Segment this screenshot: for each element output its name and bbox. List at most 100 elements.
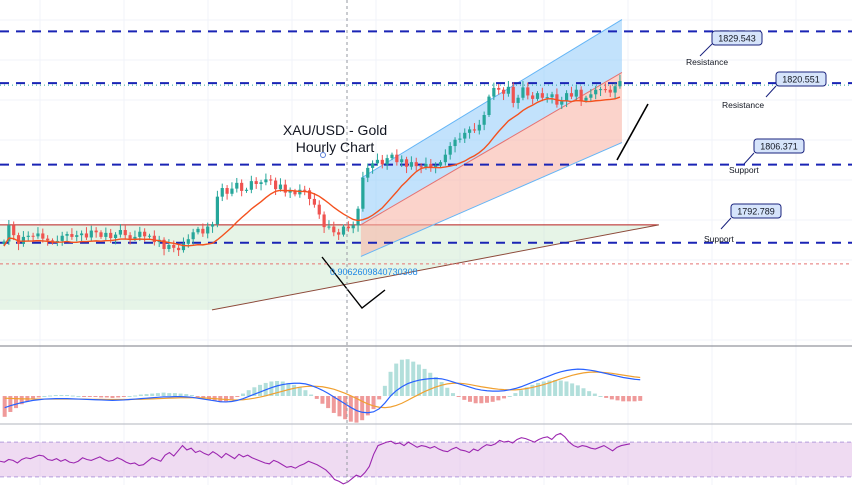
candle-body bbox=[535, 93, 540, 99]
candle-body bbox=[434, 165, 438, 168]
macd-histogram-bar bbox=[138, 394, 143, 396]
candle-body bbox=[385, 158, 389, 165]
candle-body bbox=[443, 154, 447, 163]
candle-body bbox=[89, 230, 93, 238]
macd-histogram-bar bbox=[348, 396, 353, 422]
macd-histogram-bar bbox=[371, 396, 376, 410]
macd-histogram-bar bbox=[223, 396, 228, 402]
macd-histogram-bar bbox=[326, 396, 331, 409]
macd-histogram-bar bbox=[297, 387, 302, 396]
candle-body bbox=[332, 226, 336, 233]
candle-body bbox=[65, 234, 69, 236]
candle-body bbox=[579, 89, 583, 101]
price-label-text: 1829.543 bbox=[718, 34, 756, 44]
macd-histogram-bar bbox=[604, 396, 609, 398]
price-label-text: 1806.371 bbox=[760, 142, 798, 152]
macd-histogram-bar bbox=[2, 396, 7, 417]
macd-histogram-bar bbox=[536, 382, 541, 396]
macd-histogram-bar bbox=[31, 396, 36, 399]
macd-histogram-bar bbox=[201, 396, 206, 399]
candle-body bbox=[560, 101, 564, 105]
candle-body bbox=[288, 190, 292, 193]
candle-body bbox=[400, 159, 404, 163]
candle-body bbox=[468, 129, 472, 133]
candle-body bbox=[254, 181, 258, 184]
macd-histogram-bar bbox=[570, 383, 575, 396]
candle-body bbox=[351, 225, 355, 229]
candle-body bbox=[283, 184, 287, 193]
macd-histogram-bar bbox=[598, 396, 603, 397]
candle-body bbox=[526, 87, 530, 96]
candle-body bbox=[133, 236, 137, 239]
macd-histogram-bar bbox=[428, 372, 433, 396]
candle-body bbox=[60, 235, 64, 241]
channel-upper-line bbox=[360, 19, 623, 179]
candle-body bbox=[458, 138, 462, 140]
macd-histogram-bar bbox=[269, 381, 274, 396]
macd-histogram-bar bbox=[354, 396, 359, 423]
candle-body bbox=[259, 182, 263, 184]
candle-body bbox=[448, 146, 452, 155]
candle-body bbox=[113, 234, 118, 239]
macd-histogram-bar bbox=[394, 363, 399, 396]
channel-lower-band bbox=[360, 72, 622, 257]
macd-histogram-bar bbox=[42, 396, 47, 397]
price-label-pointer bbox=[743, 152, 755, 165]
candle-body bbox=[429, 163, 433, 168]
macd-histogram-bar bbox=[82, 396, 87, 397]
candle-body bbox=[463, 132, 467, 139]
candle-body bbox=[147, 235, 152, 237]
candle-body bbox=[608, 89, 612, 93]
candle-body bbox=[249, 181, 253, 190]
macd-histogram-bar bbox=[388, 371, 393, 396]
macd-histogram-bar bbox=[609, 396, 614, 400]
macd-histogram-bar bbox=[479, 396, 484, 404]
macd-histogram-bar bbox=[399, 359, 404, 396]
candle-body bbox=[143, 231, 147, 237]
macd-histogram-bar bbox=[564, 381, 569, 396]
candle-body bbox=[380, 159, 384, 165]
candle-body bbox=[206, 226, 210, 234]
macd-histogram-bar bbox=[343, 396, 348, 420]
macd-histogram-bar bbox=[241, 393, 246, 396]
macd-histogram-bar bbox=[184, 394, 189, 396]
macd-histogram-bar bbox=[496, 396, 501, 401]
candle-body bbox=[274, 180, 278, 190]
candle-body bbox=[545, 97, 549, 99]
candle-body bbox=[235, 182, 239, 189]
candle-body bbox=[41, 233, 45, 239]
candle-body bbox=[303, 189, 307, 191]
candle-body bbox=[31, 235, 35, 237]
candle-body bbox=[167, 244, 171, 249]
candle-body bbox=[375, 159, 380, 164]
candle-body bbox=[84, 233, 89, 238]
level-caption-text: Support bbox=[704, 234, 734, 244]
candle-body bbox=[516, 97, 520, 103]
candle-body bbox=[419, 166, 423, 168]
candle-body bbox=[162, 239, 166, 249]
macd-histogram-bar bbox=[127, 396, 132, 397]
macd-histogram-bar bbox=[144, 394, 149, 396]
candle-body bbox=[230, 188, 234, 194]
candle-body bbox=[598, 89, 603, 91]
candle-body bbox=[366, 167, 370, 178]
breakout-arrow-line bbox=[616, 103, 649, 161]
candle-body bbox=[181, 243, 186, 251]
candle-body bbox=[472, 129, 477, 131]
candle-body bbox=[269, 179, 273, 181]
macd-histogram-bar bbox=[36, 396, 41, 398]
macd-histogram-bar bbox=[507, 396, 512, 397]
macd-histogram-bar bbox=[331, 396, 336, 413]
level-caption-text: Support bbox=[729, 165, 759, 175]
candle-body bbox=[128, 235, 132, 239]
candle-body bbox=[177, 247, 181, 251]
candle-body bbox=[521, 87, 525, 98]
candle-body bbox=[201, 228, 205, 234]
candle-body bbox=[293, 190, 297, 195]
channel-lower-line bbox=[360, 142, 623, 257]
macd-histogram-bar bbox=[87, 396, 92, 397]
macd-histogram-bar bbox=[360, 396, 365, 421]
macd-histogram-bar bbox=[235, 396, 240, 397]
price-label-pointer bbox=[720, 217, 732, 230]
